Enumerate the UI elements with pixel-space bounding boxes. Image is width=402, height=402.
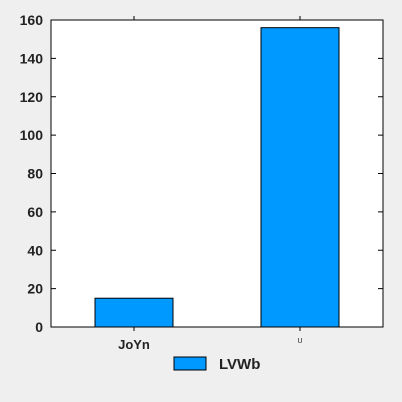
- y-tick-label: 0: [35, 319, 43, 335]
- x-tick-label: JoYn: [118, 337, 150, 352]
- y-tick-label: 80: [27, 166, 43, 182]
- y-tick-label: 60: [27, 204, 43, 220]
- y-tick-label: 40: [27, 242, 43, 258]
- y-tick-label: 120: [20, 89, 44, 105]
- legend-swatch: [174, 357, 206, 370]
- y-tick-label: 100: [20, 127, 44, 143]
- y-tick-label: 160: [20, 12, 44, 28]
- bar-joyn: [95, 298, 173, 327]
- y-tick-label: 140: [20, 50, 44, 66]
- y-tick-label: 20: [27, 281, 43, 297]
- legend: LVWb: [174, 356, 260, 373]
- legend-label: LVWb: [219, 356, 260, 373]
- x-tick-label: U: [297, 338, 302, 345]
- bar-u: [261, 28, 339, 327]
